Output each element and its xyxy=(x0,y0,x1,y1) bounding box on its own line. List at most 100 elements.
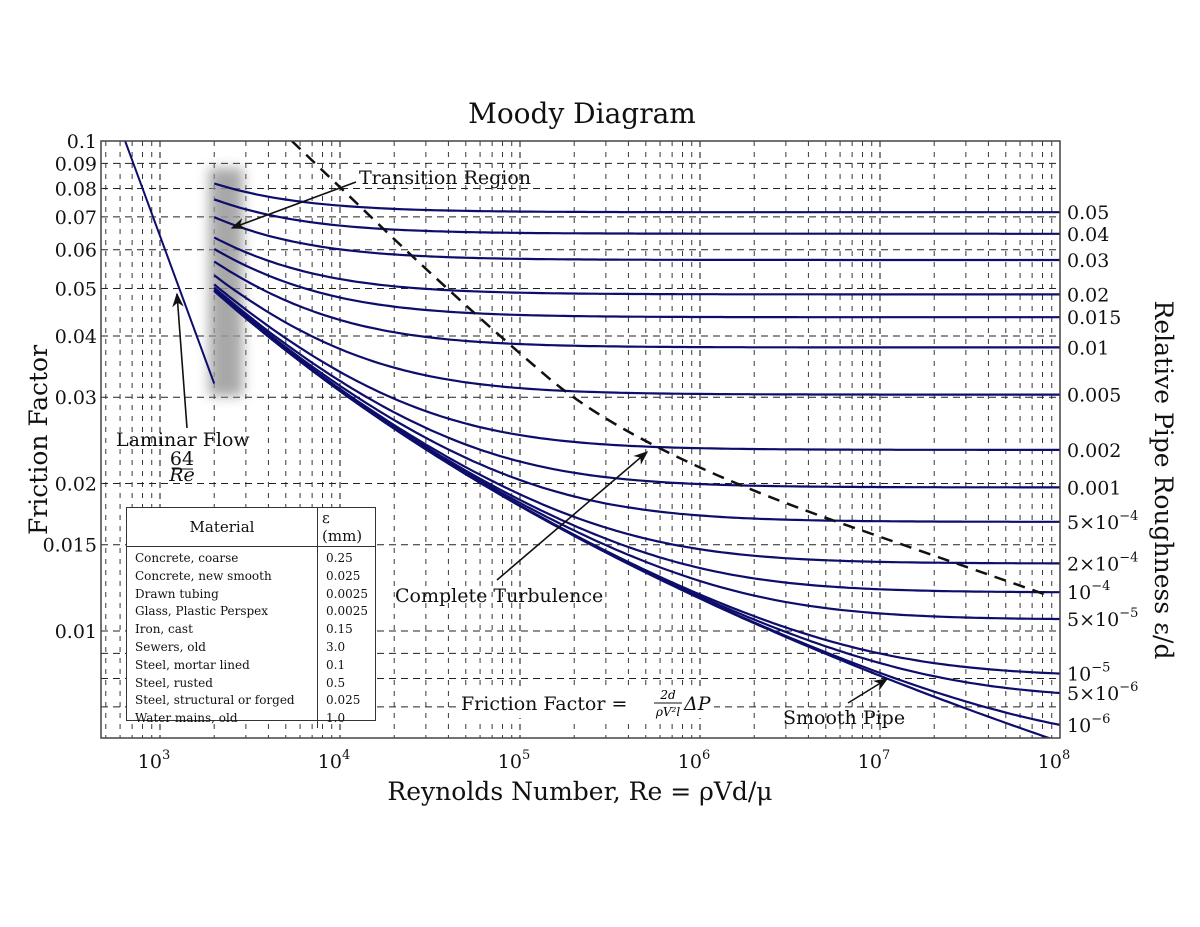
transition-region-label: Transition Region xyxy=(359,167,531,189)
material-name: Glass, Plastic Perspex xyxy=(127,603,318,622)
y-tick-label: 0.01 xyxy=(55,621,97,643)
material-name: Sewers, old xyxy=(127,638,318,657)
material-epsilon: 1.0 xyxy=(326,711,346,726)
laminar-formula-denominator: Re xyxy=(168,464,195,486)
transition-region-shade xyxy=(209,168,243,396)
material-row: Glass, Plastic Perspex 0.0025 xyxy=(127,603,375,622)
roughness-label: 5×10−4 xyxy=(1067,509,1138,534)
roughness-label: 0.002 xyxy=(1067,440,1121,462)
roughness-label: 0.05 xyxy=(1067,202,1109,224)
material-name: Steel, structural or forged xyxy=(127,692,318,711)
material-row: Water mains, old 1.0 xyxy=(127,710,375,728)
material-name: Concrete, coarse xyxy=(127,546,318,568)
formula-annotation-rhs: ΔP xyxy=(683,693,712,715)
y-tick-label: 0.02 xyxy=(55,473,97,495)
x-tick-label: 103 xyxy=(138,748,170,773)
y-tick-label: 0.07 xyxy=(55,207,97,229)
roughness-label: 2×10−4 xyxy=(1067,550,1138,575)
chart-title: Moody Diagram xyxy=(468,97,696,130)
x-tick-label: 108 xyxy=(1038,748,1070,773)
material-row: Iron, cast 0.15 xyxy=(127,621,375,639)
complete-turbulence-arrow xyxy=(496,451,649,581)
roughness-label: 0.02 xyxy=(1067,284,1109,306)
material-epsilon: 0.1 xyxy=(326,657,346,672)
formula-annotation-numerator: 2d xyxy=(659,688,676,702)
roughness-label: 10−6 xyxy=(1067,712,1110,737)
roughness-label: 0.001 xyxy=(1067,477,1121,499)
y-tick-label: 0.03 xyxy=(55,387,97,409)
roughness-curve xyxy=(213,260,1060,349)
x-tick-label: 107 xyxy=(858,748,890,773)
material-epsilon: 3.0 xyxy=(326,639,346,654)
x-axis-title: Reynolds Number, Re = ρVd/μ xyxy=(387,777,772,806)
roughness-curve xyxy=(213,290,1053,738)
roughness-curve xyxy=(213,283,1060,451)
x-tick-label: 106 xyxy=(678,748,710,773)
material-epsilon: 0.025 xyxy=(326,693,361,708)
roughness-curve xyxy=(213,288,1060,523)
roughness-label: 5×10−6 xyxy=(1067,680,1138,705)
y-tick-label: 0.09 xyxy=(55,153,97,175)
roughness-label: 10−4 xyxy=(1067,579,1110,604)
material-epsilon: 0.0025 xyxy=(326,586,368,601)
material-header: Material xyxy=(127,508,318,547)
roughness-curve xyxy=(213,286,1060,489)
material-name: Water mains, old xyxy=(127,710,318,728)
material-table: Material ε (mm) Concrete, coarse 0.25 Conc… xyxy=(127,508,375,728)
material-rows: Concrete, coarse 0.25 Concrete, new smooth… xyxy=(127,546,375,728)
y-tick-label: 0.1 xyxy=(67,131,97,153)
roughness-curve xyxy=(213,198,1060,235)
material-epsilon: 0.25 xyxy=(326,551,353,565)
y-axis-ticks: 0.10.09 0.08 0.07 0.06 0.05 0.04 0.03 0.02 0.015… xyxy=(43,131,97,643)
roughness-label: 10−5 xyxy=(1067,661,1110,686)
epsilon-header: ε (mm) xyxy=(317,508,375,547)
x-axis-ticks: 103 104 105 106 107 108 xyxy=(138,748,1070,773)
laminar-flow-arrow xyxy=(172,292,188,429)
smooth-pipe-arrow xyxy=(847,678,889,704)
plot-frame xyxy=(100,140,1061,739)
material-name: Iron, cast xyxy=(127,621,318,639)
material-roughness-table: Material ε (mm) Concrete, coarse 0.25 Conc… xyxy=(126,507,376,728)
y-tick-label: 0.015 xyxy=(43,535,97,557)
x-tick-label: 105 xyxy=(498,748,530,773)
material-name: Steel, rusted xyxy=(127,674,318,693)
material-row: Sewers, old 3.0 xyxy=(127,638,375,657)
roughness-label: 5×10−5 xyxy=(1067,606,1138,631)
material-name: Concrete, new smooth xyxy=(127,567,318,586)
material-name: Steel, mortar lined xyxy=(127,656,318,675)
material-row: Steel, structural or forged 0.025 xyxy=(127,692,375,711)
smooth-pipe-label: Smooth Pipe xyxy=(783,707,905,729)
roughness-labels: 0.050.04 0.03 0.020.015 0.01 0.005 0.002 0.001… xyxy=(1067,202,1138,737)
material-name: Drawn tubing xyxy=(127,585,318,604)
y-tick-label: 0.08 xyxy=(55,178,97,200)
roughness-curves xyxy=(213,182,1060,738)
y-tick-label: 0.04 xyxy=(55,326,97,348)
material-row: Drawn tubing 0.0025 xyxy=(127,585,375,604)
roughness-label: 0.01 xyxy=(1067,337,1109,359)
material-row: Steel, rusted 0.5 xyxy=(127,674,375,693)
roughness-label: 0.04 xyxy=(1067,224,1109,246)
roughness-curve xyxy=(213,274,1060,396)
roughness-label: 0.005 xyxy=(1067,385,1121,407)
roughness-curve xyxy=(213,236,1060,296)
y-axis-title: Friction Factor xyxy=(24,345,53,535)
formula-annotation-denominator: ρV²l xyxy=(655,705,681,719)
laminar-flow-line xyxy=(124,141,216,384)
material-row: Steel, mortar lined 0.1 xyxy=(127,656,375,675)
roughness-curve xyxy=(213,216,1060,262)
laminar-formula-numerator: 64 xyxy=(170,448,194,470)
roughness-curve xyxy=(213,248,1060,319)
material-epsilon: 0.0025 xyxy=(326,604,368,619)
formula-annotation-lhs: Friction Factor = xyxy=(461,693,627,715)
y2-axis-title: Relative Pipe Roughness ε/d xyxy=(1149,301,1178,660)
roughness-label: 0.03 xyxy=(1067,250,1109,272)
material-epsilon: 0.5 xyxy=(326,675,346,690)
material-row: Concrete, coarse 0.25 xyxy=(127,546,375,568)
material-epsilon: 0.025 xyxy=(326,568,361,583)
roughness-curve xyxy=(213,182,1060,214)
material-row: Concrete, new smooth 0.025 xyxy=(127,567,375,586)
roughness-label: 0.015 xyxy=(1067,307,1121,329)
complete-turbulence-label: Complete Turbulence xyxy=(395,585,603,607)
complete-turbulence-boundary xyxy=(290,141,1050,597)
